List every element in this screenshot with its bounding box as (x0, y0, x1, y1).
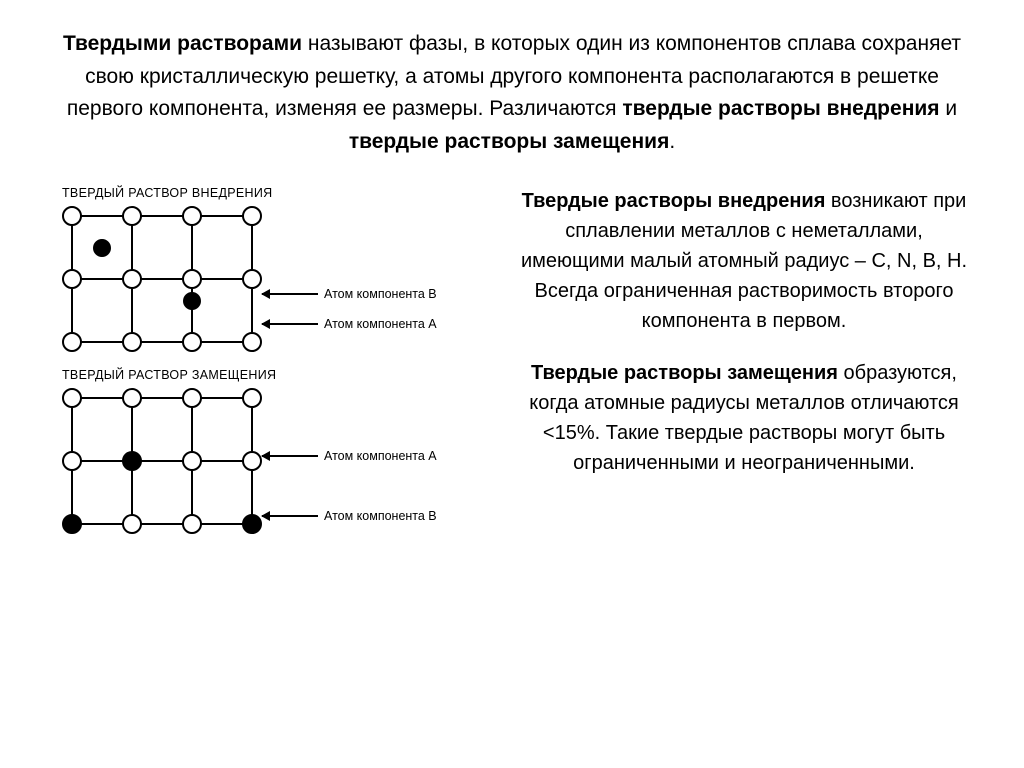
lower-row: ТВЕРДЫЙ РАСТВОР ВНЕДРЕНИЯ Атом компонент… (48, 186, 976, 550)
atom-a-icon (62, 332, 82, 352)
atom-a-icon (242, 451, 262, 471)
atom-a-icon (62, 206, 82, 226)
paragraph-substitutional: Твердые растворы замещения образуются, к… (512, 358, 976, 478)
atom-a-icon (242, 332, 262, 352)
intro-bold2: твердые растворы замещения (349, 130, 670, 153)
grid-line (72, 523, 252, 525)
intro-tail: . (669, 130, 675, 153)
diagram-label-text: Атом компонента А (324, 449, 437, 463)
lattice-interstitial (62, 206, 262, 352)
atom-b-icon (62, 514, 82, 534)
atom-a-icon (62, 451, 82, 471)
diagram-interstitial: ТВЕРДЫЙ РАСТВОР ВНЕДРЕНИЯ Атом компонент… (48, 186, 488, 352)
atom-b-icon (122, 451, 142, 471)
diagram-column: ТВЕРДЫЙ РАСТВОР ВНЕДРЕНИЯ Атом компонент… (48, 186, 488, 550)
intro-and: и (940, 97, 958, 120)
arrow-icon (262, 323, 318, 325)
atom-a-icon (182, 332, 202, 352)
para2-heading: Твердые растворы замещения (531, 362, 838, 384)
labels-interstitial: Атом компонента В Атом компонента А (262, 206, 488, 352)
atom-a-icon (182, 269, 202, 289)
grid-line (72, 341, 252, 343)
diagram-title-substitutional: ТВЕРДЫЙ РАСТВОР ЗАМЕЩЕНИЯ (62, 368, 488, 382)
paragraph-interstitial: Твердые растворы внедрения возникают при… (512, 186, 976, 336)
atom-a-icon (122, 269, 142, 289)
diagram-label-text: Атом компонента В (324, 287, 437, 301)
labels-substitutional: Атом компонента А Атом компонента В (262, 388, 488, 534)
atom-a-icon (122, 388, 142, 408)
arrow-icon (262, 455, 318, 457)
intro-bold-lead: Твердыми растворами (63, 32, 302, 55)
arrow-icon (262, 293, 318, 295)
atom-a-icon (182, 206, 202, 226)
diagram-title-interstitial: ТВЕРДЫЙ РАСТВОР ВНЕДРЕНИЯ (62, 186, 488, 200)
diagram-label: Атом компонента В (262, 509, 437, 523)
atom-a-icon (122, 206, 142, 226)
diagram-label: Атом компонента В (262, 287, 437, 301)
atom-a-icon (122, 514, 142, 534)
atom-interstitial-icon (93, 239, 111, 257)
grid-line (72, 278, 252, 280)
diagram-label: Атом компонента А (262, 449, 437, 463)
text-column: Твердые растворы внедрения возникают при… (512, 186, 976, 550)
grid-line (72, 397, 252, 399)
atom-interstitial-icon (183, 292, 201, 310)
atom-b-icon (242, 514, 262, 534)
para1-heading: Твердые растворы внедрения (522, 190, 826, 212)
atom-a-icon (242, 388, 262, 408)
grid-line (72, 215, 252, 217)
grid-line (72, 460, 252, 462)
intro-bold1: твердые растворы внедрения (622, 97, 939, 120)
diagram-label: Атом компонента А (262, 317, 437, 331)
lattice-substitutional (62, 388, 262, 534)
diagram-substitutional: ТВЕРДЫЙ РАСТВОР ЗАМЕЩЕНИЯ Атом компонент… (48, 368, 488, 534)
atom-a-icon (62, 269, 82, 289)
diagram-label-text: Атом компонента А (324, 317, 437, 331)
arrow-icon (262, 515, 318, 517)
diagram-label-text: Атом компонента В (324, 509, 437, 523)
intro-paragraph: Твердыми растворами называют фазы, в кот… (48, 28, 976, 158)
atom-a-icon (182, 388, 202, 408)
atom-a-icon (242, 269, 262, 289)
atom-a-icon (122, 332, 142, 352)
atom-a-icon (62, 388, 82, 408)
atom-a-icon (242, 206, 262, 226)
atom-a-icon (182, 451, 202, 471)
atom-a-icon (182, 514, 202, 534)
